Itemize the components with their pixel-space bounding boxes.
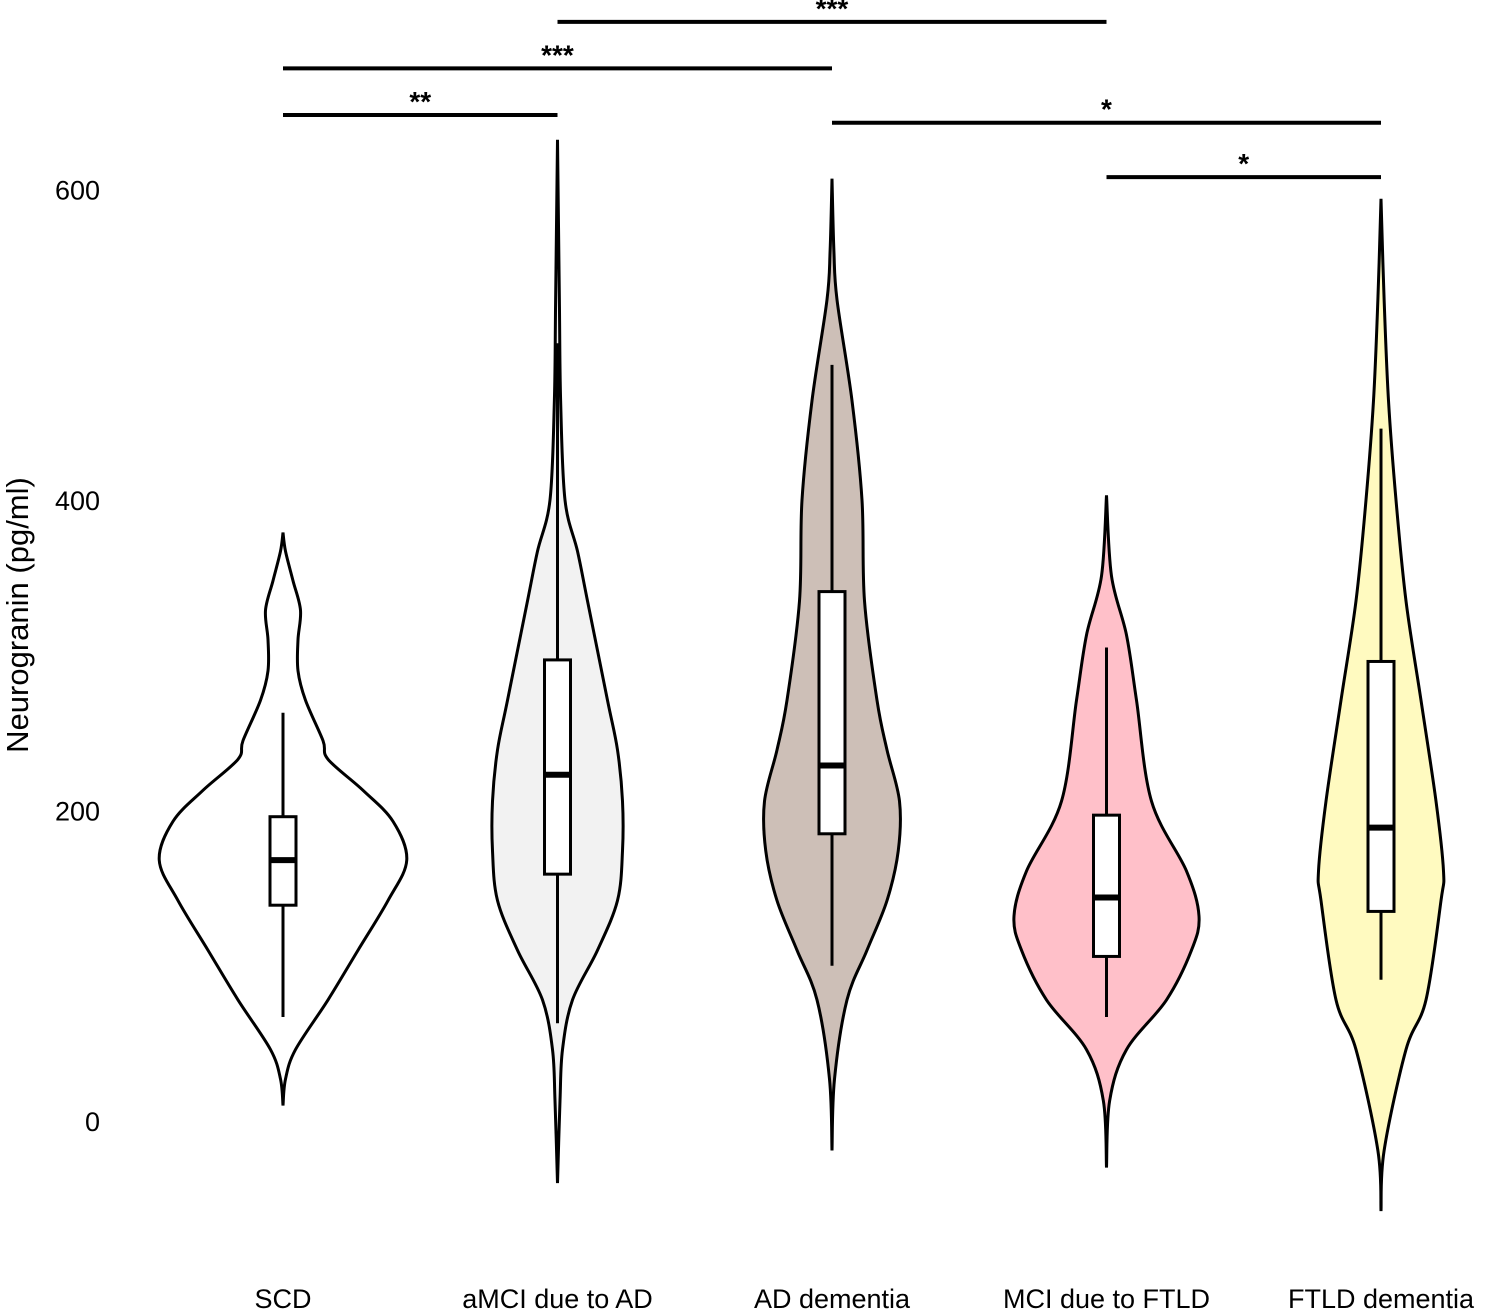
box: [1366, 659, 1396, 913]
y-tick-label: 400: [55, 486, 100, 516]
x-tick-label: SCD: [254, 1284, 311, 1313]
box: [817, 590, 847, 836]
violin-group: [762, 178, 902, 1151]
violin-group: [1012, 495, 1201, 1168]
box: [543, 658, 572, 876]
x-tick-label: aMCI due to AD: [462, 1284, 653, 1313]
y-tick-label: 200: [55, 797, 100, 827]
x-tick-label: FTLD dementia: [1288, 1284, 1475, 1313]
significance-label: ***: [541, 39, 574, 70]
violin-group: [490, 139, 625, 1184]
y-axis-label: Neurogranin (pg/ml): [0, 477, 35, 753]
significance-label: **: [409, 86, 431, 117]
significance-label: *: [1101, 94, 1112, 125]
significance-label: ***: [816, 0, 849, 24]
box: [1092, 813, 1121, 958]
violin-group: [157, 532, 409, 1106]
significance-label: *: [1238, 148, 1249, 179]
x-tick-label: AD dementia: [754, 1284, 911, 1313]
x-tick-label: MCI due to FTLD: [1003, 1284, 1210, 1313]
y-tick-label: 600: [55, 176, 100, 206]
y-tick-label: 0: [85, 1107, 100, 1137]
violin-group: [1316, 198, 1446, 1212]
